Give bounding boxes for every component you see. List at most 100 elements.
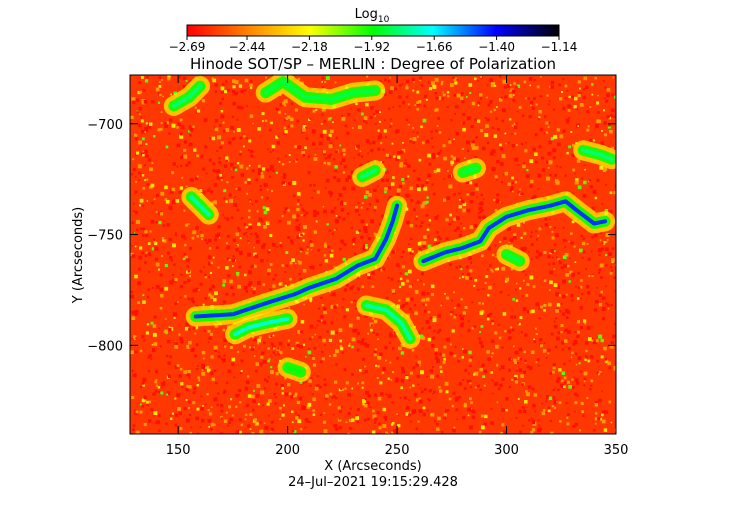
speckle-cell [460,96,464,100]
speckle-cell [219,101,222,105]
speckle-cell [329,195,332,198]
speckle-cell [472,192,475,195]
speckle-cell [132,210,135,212]
speckle-cell [268,358,271,360]
speckle-cell [405,118,409,122]
feature-lower-left-plage-core [233,316,290,337]
speckle-cell [298,396,303,401]
speckle-cell [226,381,229,384]
speckle-cell [240,359,244,363]
speckle-cell [359,369,362,372]
speckle-cell [144,261,147,264]
speckle-cell [323,120,326,123]
speckle-cell [220,432,224,434]
speckle-cell [563,264,567,268]
speckle-cell [599,417,603,421]
speckle-cell [377,135,382,140]
speckle-cell [272,149,274,152]
speckle-cell [384,187,388,191]
speckle-cell [510,315,513,319]
speckle-cell [514,361,517,364]
speckle-cell [380,141,383,145]
speckle-cell [425,200,429,204]
speckle-cell [469,397,472,401]
speckle-cell [258,217,263,222]
speckle-cell [574,401,578,405]
speckle-cell [408,399,410,401]
speckle-cell [605,99,609,103]
speckle-cell [372,331,376,334]
speckle-cell [226,242,228,245]
speckle-cell [553,250,556,252]
speckle-cell [317,248,321,252]
speckle-cell [186,344,189,348]
speckle-cell [409,250,414,255]
speckle-cell [543,303,547,307]
speckle-cell [610,108,615,113]
speckle-cell [283,99,288,104]
speckle-cell [208,187,211,190]
speckle-cell [552,156,556,160]
speckle-cell [450,310,454,315]
speckle-cell [435,129,438,133]
speckle-cell [449,213,452,217]
colorbar-title: Log10 [355,7,390,25]
speckle-cell [195,416,199,421]
speckle-cell [248,225,253,230]
speckle-cell [177,301,179,303]
speckle-cell [377,147,381,151]
speckle-cell [436,168,441,173]
speckle-cell [240,89,244,93]
speckle-cell [588,179,591,182]
speckle-cell [556,165,558,168]
speckle-cell [277,135,280,138]
speckle-cell [152,392,156,396]
speckle-cell [517,322,519,325]
speckle-cell [322,206,325,208]
speckle-cell [217,355,221,359]
speckle-cell [601,247,605,251]
speckle-cell [204,297,208,300]
speckle-cell [418,399,423,404]
speckle-cell [172,243,176,248]
speckle-cell [491,253,495,257]
speckle-cell [302,153,305,157]
feature-small-patch-a-core [360,168,378,179]
speckle-cell [477,104,480,107]
speckle-cell [134,175,137,178]
speckle-cell [169,189,174,194]
speckle-cell [408,106,411,109]
speckle-cell [361,338,364,342]
speckle-cell [175,232,177,234]
speckle-cell [212,78,217,83]
speckle-cell [420,125,423,129]
speckle-cell [568,385,572,389]
speckle-cell [364,418,367,422]
speckle-cell [500,432,504,434]
speckle-cell [196,384,199,387]
speckle-cell [605,264,608,267]
speckle-cell [222,121,225,124]
speckle-cell [600,355,604,359]
speckle-cell [195,226,199,230]
speckle-cell [550,80,555,85]
speckle-cell [436,427,440,431]
speckle-cell [174,423,178,427]
speckle-cell [494,268,497,271]
speckle-cell [418,101,421,104]
speckle-cell [593,233,598,238]
speckle-cell [606,88,611,92]
speckle-cell [260,259,264,263]
speckle-cell [511,378,514,381]
speckle-cell [543,309,546,312]
speckle-cell [210,295,214,299]
speckle-cell [365,244,368,247]
speckle-cell [322,338,326,343]
speckle-cell [413,304,417,307]
speckle-cell [291,421,294,423]
speckle-cell [451,141,454,143]
speckle-cell [371,285,375,288]
speckle-cell [288,161,291,163]
speckle-cell [517,398,520,400]
speckle-cell [306,420,309,423]
